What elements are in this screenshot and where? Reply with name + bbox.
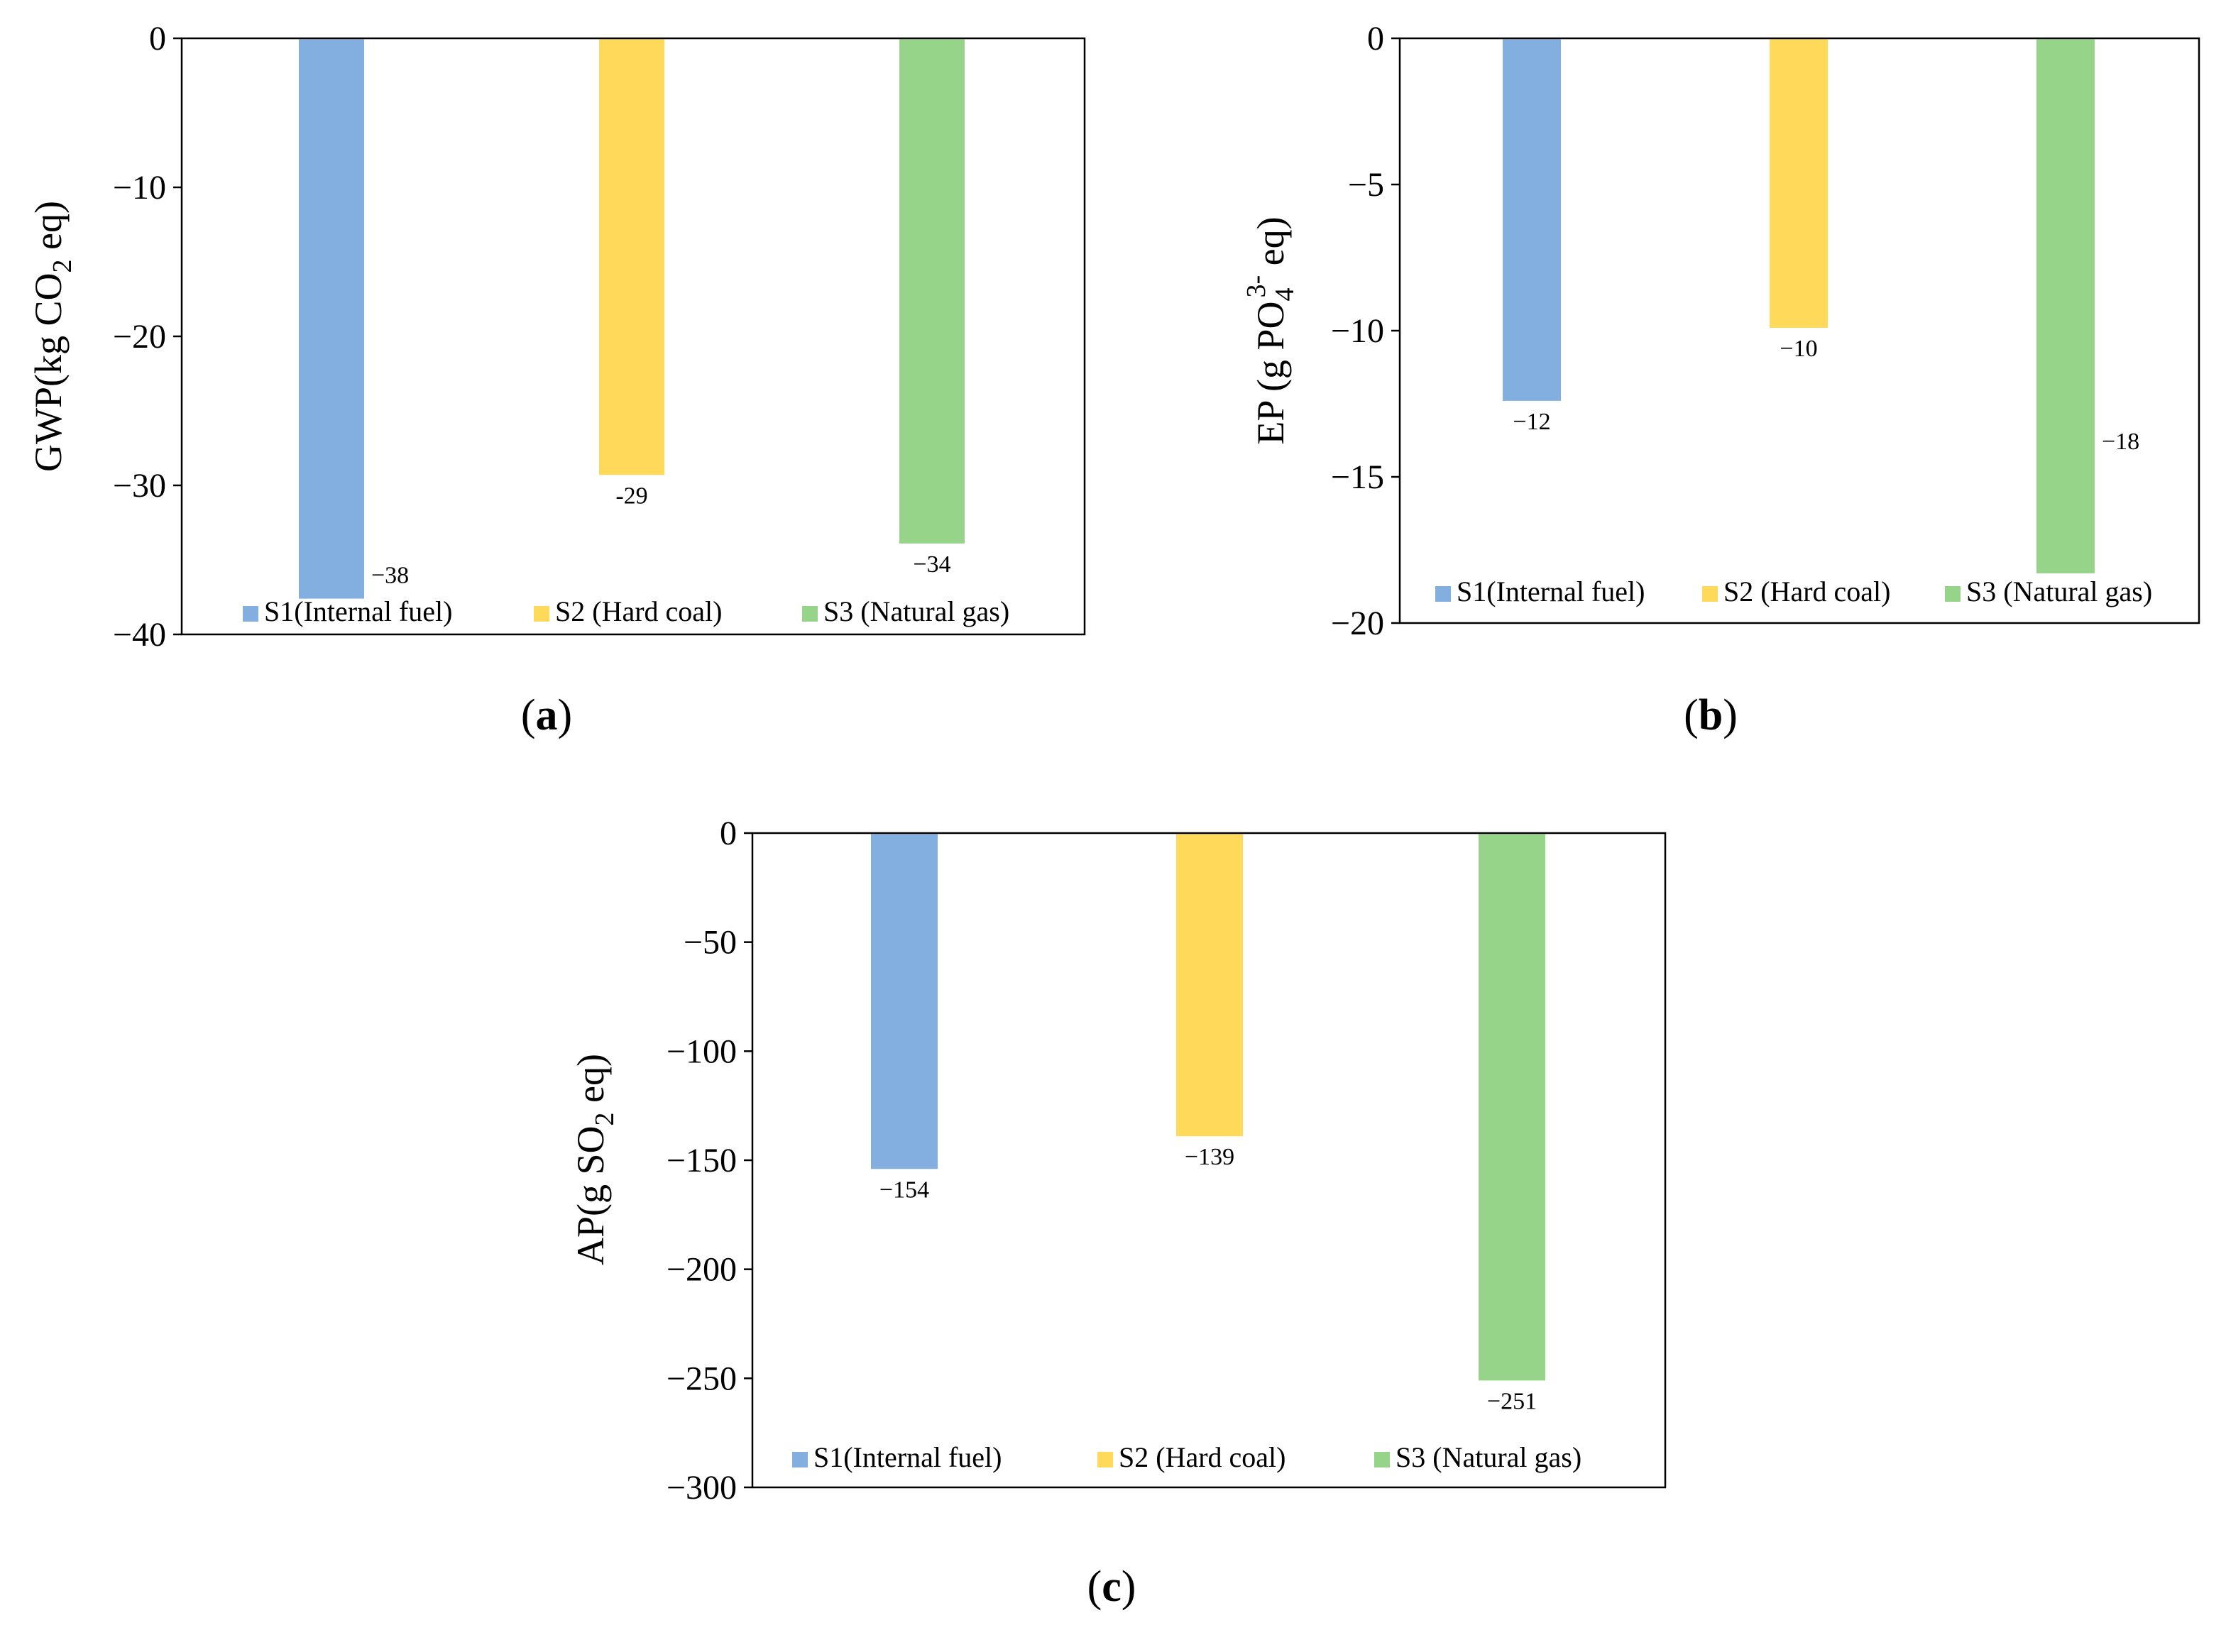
bar-2 — [1176, 834, 1243, 1137]
legend-swatch-3 — [1374, 1452, 1390, 1467]
y-axis-title-subscript: 2 — [48, 259, 77, 272]
legend-label-3: S3 (Natural gas) — [1396, 1441, 1581, 1473]
y-axis-title-main: GWP(kg CO — [27, 272, 70, 472]
y-tick-label: −20 — [1331, 605, 1384, 642]
legend-label-2: S2 (Hard coal) — [1119, 1441, 1285, 1473]
panel-label: (c) — [1087, 1563, 1136, 1611]
y-tick-label: 0 — [720, 815, 737, 852]
y-axis-title-main: AP(g SO — [569, 1125, 612, 1265]
y-tick-label: 0 — [149, 20, 166, 57]
y-tick-label: −15 — [1331, 458, 1384, 496]
legend-swatch-3 — [1945, 586, 1961, 602]
data-label-1: −154 — [879, 1177, 929, 1203]
bar-1 — [871, 834, 938, 1169]
bar-1 — [299, 39, 364, 599]
legend-label-1: S1(Internal fuel) — [1457, 576, 1645, 607]
legend-label-3: S3 (Natural gas) — [1966, 576, 2152, 607]
data-label-2: -29 — [615, 483, 647, 509]
panel-letter: b — [1699, 691, 1723, 739]
data-label-2: −139 — [1185, 1144, 1234, 1170]
bar-3 — [2036, 39, 2095, 573]
legend-swatch-1 — [1435, 586, 1451, 602]
y-axis-title-end: eq) — [569, 1054, 612, 1112]
y-tick-label: 0 — [1367, 20, 1384, 57]
y-axis-title: EP (g PO43- eq) — [1241, 216, 1300, 444]
data-label-1: −38 — [371, 563, 409, 589]
y-tick-label: −30 — [113, 467, 166, 505]
bar-1 — [1503, 39, 1561, 401]
y-axis-title: GWP(kg CO2 eq) — [27, 201, 77, 472]
bar-3 — [899, 39, 965, 544]
legend-swatch-2 — [1097, 1452, 1113, 1467]
bar-2 — [599, 39, 664, 475]
legend-swatch-1 — [243, 606, 258, 622]
y-tick-label: −20 — [113, 318, 166, 356]
panel-label: (b) — [1684, 691, 1738, 739]
chart-panel-a: 0 −10 −20 −30 −40 −38 -29 −34 S1(Internal fuel) S… — [27, 20, 1086, 739]
y-tick-label: −100 — [667, 1032, 737, 1070]
y-axis-title-end: eq) — [1249, 216, 1292, 275]
y-tick-label: −300 — [667, 1469, 737, 1507]
y-axis-title-subscript: 4 — [1270, 288, 1300, 302]
legend-swatch-1 — [792, 1452, 808, 1467]
y-axis-title: AP(g SO2 eq) — [569, 1054, 620, 1265]
y-axis-title-end: eq) — [27, 201, 70, 259]
y-tick-label: −10 — [113, 169, 166, 206]
chart-panel-b: 0 −5 −10 −15 −20 −12 −10 −18 S1(Internal fuel) S2… — [1241, 20, 2200, 739]
panel-letter: c — [1102, 1563, 1122, 1611]
panel-label: (a) — [521, 691, 572, 739]
legend-label-2: S2 (Hard coal) — [1723, 576, 1890, 607]
y-tick-label: −10 — [1331, 312, 1384, 350]
y-tick-label: −200 — [667, 1251, 737, 1289]
legend-swatch-2 — [534, 606, 549, 622]
legend-label-2: S2 (Hard coal) — [555, 595, 722, 627]
y-tick-label: −150 — [667, 1142, 737, 1179]
data-label-3: −34 — [913, 551, 950, 578]
bar-2 — [1770, 39, 1828, 328]
data-label-1: −12 — [1513, 409, 1550, 435]
data-label-3: −251 — [1487, 1388, 1537, 1414]
panel-letter: a — [536, 691, 558, 739]
chart-panel-c: 0 −50 −100 −150 −200 −250 −300 −154 −139 −251 S1(I… — [569, 815, 1667, 1611]
y-axis-title-superscript: 3- — [1241, 275, 1271, 298]
legend-swatch-2 — [1702, 586, 1718, 602]
legend-label-1: S1(Internal fuel) — [813, 1441, 1002, 1473]
bar-3 — [1479, 834, 1545, 1381]
data-label-3: −18 — [2102, 429, 2139, 455]
y-axis-title-subscript: 2 — [590, 1112, 620, 1125]
legend-swatch-3 — [802, 606, 818, 622]
y-tick-label: −40 — [113, 616, 166, 654]
y-tick-label: −50 — [684, 924, 737, 962]
legend-label-1: S1(Internal fuel) — [264, 595, 452, 627]
legend-label-3: S3 (Natural gas) — [823, 595, 1009, 627]
y-axis-title-main: EP (g PO — [1249, 302, 1292, 445]
y-tick-label: −5 — [1348, 166, 1384, 204]
y-tick-label: −250 — [667, 1360, 737, 1397]
data-label-2: −10 — [1780, 336, 1817, 362]
